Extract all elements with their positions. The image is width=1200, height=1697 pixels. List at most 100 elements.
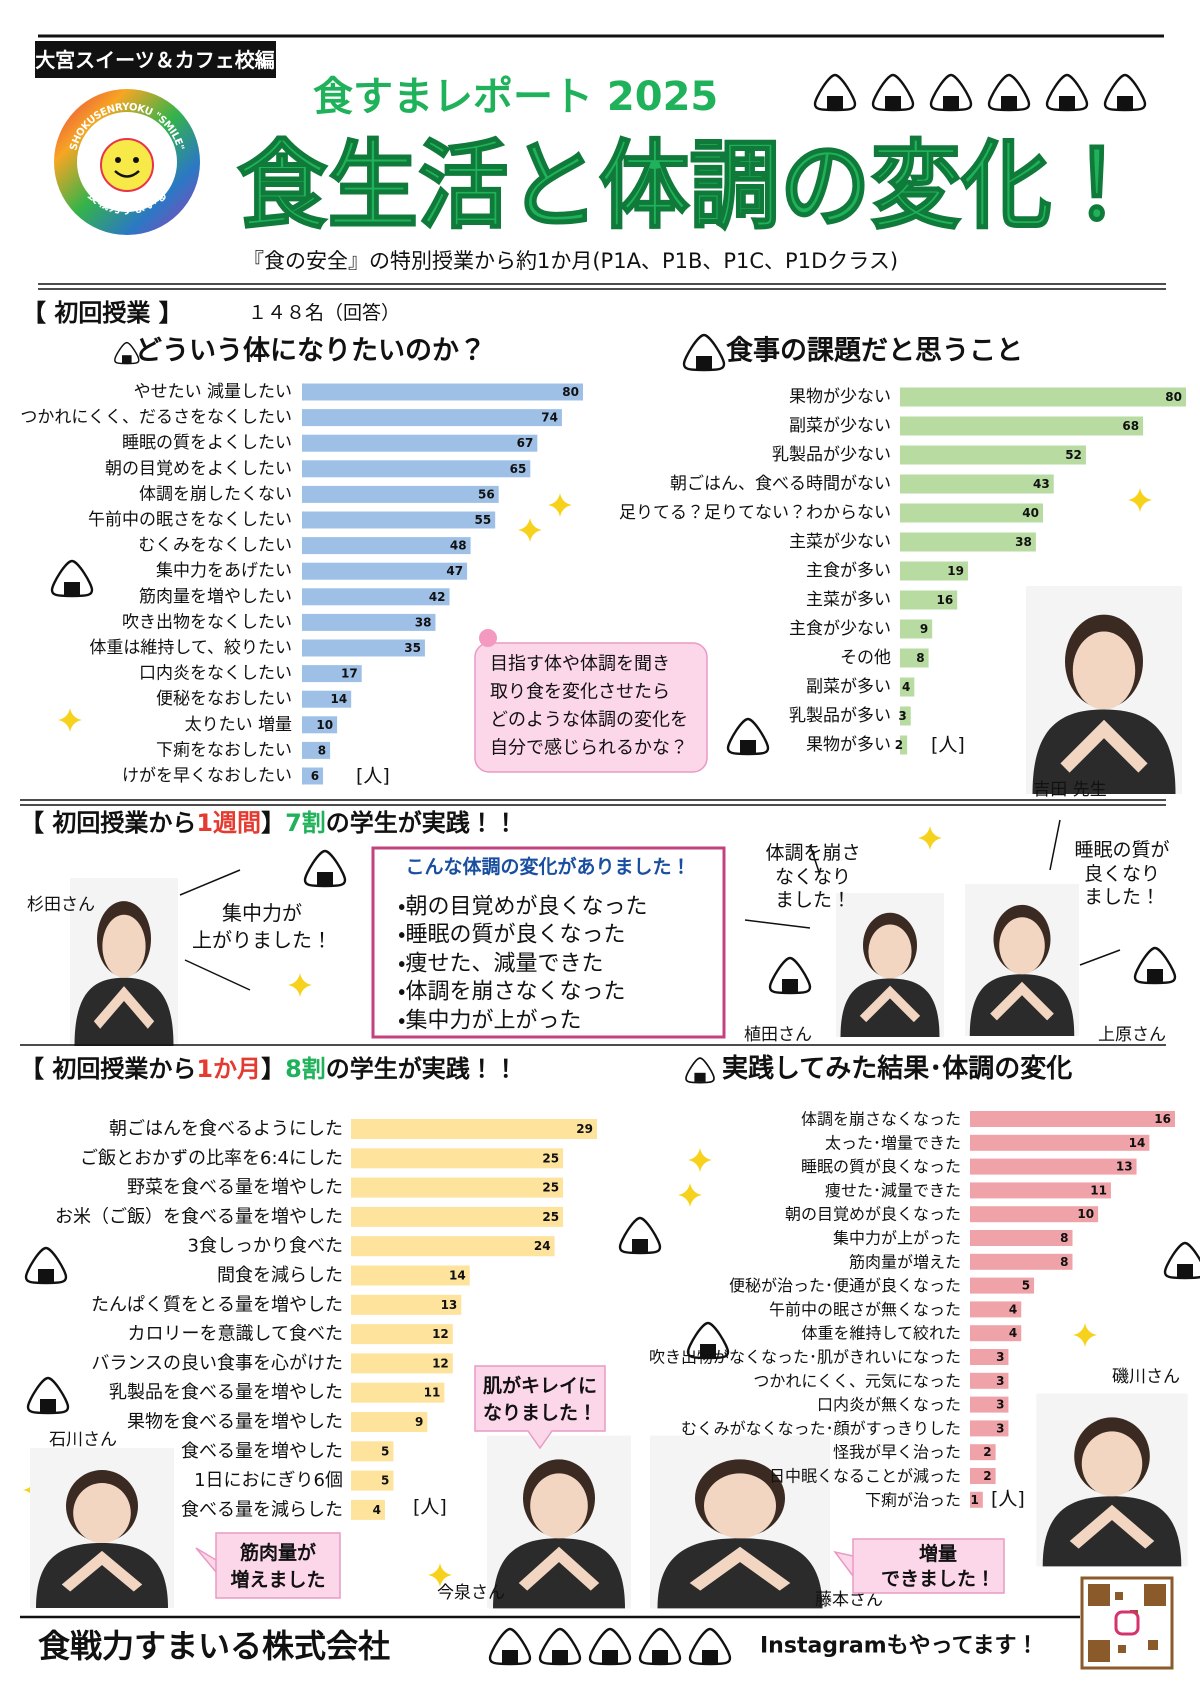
bar	[970, 1491, 983, 1508]
bar	[302, 383, 583, 401]
value-label: 8	[1060, 1231, 1068, 1245]
bar	[970, 1420, 1009, 1437]
section-label: 【 初回授業から1か月】8割の学生が実践！！	[20, 1055, 518, 1083]
value-label: 4	[902, 680, 910, 694]
value-label: 2	[983, 1445, 991, 1459]
bar-label: 口内炎をなくしたい	[139, 664, 292, 684]
bar-label: 朝の目覚めをよくしたい	[105, 459, 292, 479]
bar	[302, 639, 425, 657]
value-label: 8	[318, 743, 326, 757]
value-label: 13	[441, 1298, 458, 1312]
value-label: 11	[1090, 1183, 1107, 1197]
value-label: 16	[1154, 1112, 1171, 1126]
section-label: 【 初回授業から1週間】7割の学生が実践！！	[20, 809, 518, 837]
student-photo	[965, 884, 1079, 1036]
bar-label: むくみがなくなった･顔がすっきりした	[681, 1419, 961, 1438]
bar-label: 日中眠くなることが減った	[769, 1467, 961, 1486]
student-name: 上原さん	[1098, 1025, 1166, 1045]
change-item: ・朝の目覚めが良くなった	[398, 895, 647, 920]
onigiri-deco	[726, 717, 770, 756]
bar-label: 体重は維持して、絞りたい	[89, 638, 292, 658]
bar-label: 1日におにぎり6個	[194, 1470, 343, 1491]
section-label: 【 初回授業 】	[22, 299, 183, 327]
value-label: 6	[311, 769, 319, 783]
speech-bubble	[833, 1538, 1005, 1594]
bar-label: 主菜が少ない	[789, 532, 891, 552]
onigiri-deco	[618, 1216, 662, 1255]
bar	[970, 1277, 1035, 1294]
bar	[970, 1301, 1022, 1318]
student-photo	[650, 1436, 830, 1609]
speech-bubble	[195, 1532, 341, 1599]
value-label: 38	[1015, 535, 1032, 549]
unit-label: [人]	[356, 765, 390, 787]
bar	[900, 532, 1036, 552]
value-label: 67	[517, 436, 534, 450]
logo: SHOKUSENRYOKU "SMILE" 食戦力すまいる	[54, 89, 200, 235]
chart-title: どういう体になりたいのか？	[135, 336, 486, 367]
bar	[351, 1382, 445, 1403]
bar	[351, 1265, 470, 1286]
bar-label: お米（ご飯）を食べる量を増やした	[55, 1206, 343, 1227]
bar	[351, 1206, 564, 1227]
value-label: 11	[424, 1386, 441, 1400]
bar	[351, 1353, 453, 1374]
value-label: 55	[474, 513, 491, 527]
bar-label: 集中力をあげたい	[156, 561, 292, 581]
bar-label: 怪我が早く治った	[833, 1443, 961, 1462]
note-box	[474, 629, 708, 773]
bar-label: 副菜が多い	[806, 677, 891, 697]
bar-label: 太った･増量できた	[825, 1133, 961, 1152]
quote-line: 睡眠の質が	[1074, 839, 1169, 861]
bar-label: 下痢が治った	[865, 1490, 961, 1509]
bar-label: 乳製品が多い	[789, 706, 891, 726]
value-label: 68	[1122, 419, 1139, 433]
bar-label: 睡眠の質が良くなった	[801, 1157, 961, 1176]
bar	[302, 562, 468, 580]
bar-label: 3食しっかり食べた	[188, 1236, 343, 1257]
bar-label: むくみをなくしたい	[138, 536, 292, 556]
company: 食戦力すまいる株式会社	[38, 1627, 390, 1665]
quote-line: ました！	[775, 889, 851, 911]
bar-label: カロリーを意識して食べた	[128, 1324, 343, 1345]
value-label: 47	[446, 564, 463, 578]
value-label: 19	[947, 564, 964, 578]
bar	[351, 1294, 462, 1315]
chart-title: 実践してみた結果･体調の変化	[722, 1053, 1072, 1084]
qr-code	[1080, 1576, 1174, 1670]
student-name: 石川さん	[49, 1430, 117, 1450]
instagram: Instagramもやってます！	[760, 1634, 1038, 1659]
bar	[302, 588, 450, 606]
bar	[900, 706, 911, 726]
bar-label: 体調を崩したくない	[139, 484, 292, 504]
bar	[351, 1177, 564, 1198]
value-label: 9	[415, 1415, 423, 1429]
bar	[900, 474, 1054, 494]
bar	[970, 1325, 1022, 1342]
bar-label: 朝の目覚めが良くなった	[785, 1205, 961, 1224]
bar-label: 野菜を食べる量を増やした	[127, 1177, 343, 1198]
bar-label: 口内炎が無くなった	[817, 1395, 961, 1414]
quote-line: 増量	[919, 1542, 957, 1565]
note-line: どのような体調の変化を	[490, 710, 688, 731]
onigiri-deco	[1163, 1241, 1200, 1280]
student-photo	[1036, 1394, 1187, 1567]
note-line: 取り食を変化させたら	[490, 682, 670, 703]
onigiri-deco	[50, 559, 94, 598]
bar	[302, 665, 362, 683]
value-label: 12	[432, 1356, 449, 1370]
bar-label: 主食が多い	[806, 561, 891, 581]
bar	[900, 735, 908, 755]
change-item: ・痩せた、減量できた	[398, 952, 603, 977]
bar-label: 睡眠の質をよくしたい	[122, 433, 292, 453]
sparkle	[688, 1148, 712, 1172]
ratio: 7割	[285, 809, 326, 837]
quote-line: 集中力が	[222, 901, 302, 925]
student-name: 杉田さん	[27, 895, 95, 915]
note-line: 自分で感じられるかな？	[490, 738, 688, 759]
bar-label: ご飯とおかずの比率を6:4にした	[80, 1148, 343, 1169]
unit-label: [人]	[991, 1488, 1025, 1510]
bar-label: 筋肉量を増やしたい	[139, 587, 292, 607]
value-label: 3	[898, 709, 906, 723]
onigiri-icon	[685, 1057, 715, 1084]
